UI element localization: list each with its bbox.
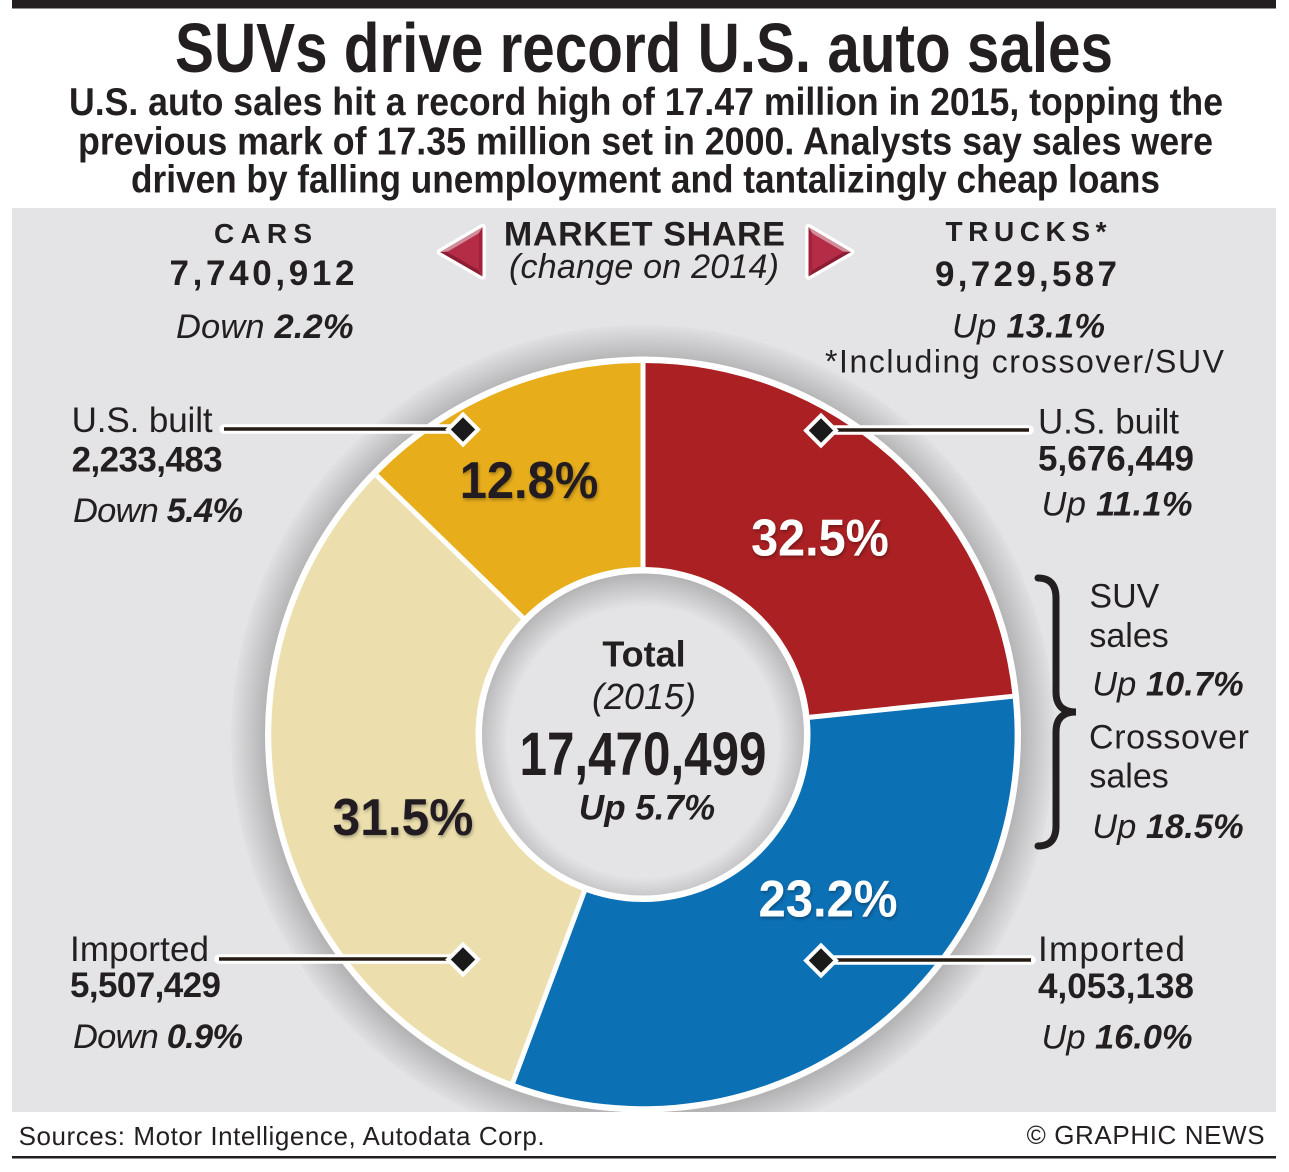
svg-text:2,233,483: 2,233,483 (72, 440, 223, 479)
svg-text:U.S. built: U.S. built (1038, 403, 1179, 442)
svg-text:5,676,449: 5,676,449 (1038, 440, 1194, 479)
svg-text:TRUCKS*: TRUCKS* (946, 216, 1107, 247)
svg-text:Total: Total (602, 634, 685, 675)
svg-text:7,740,912: 7,740,912 (170, 254, 355, 293)
svg-text:Imported: Imported (70, 930, 209, 969)
svg-text:Up 10.7%: Up 10.7% (1092, 666, 1244, 704)
svg-text:32.5%: 32.5% (751, 510, 889, 568)
svg-text:driven by falling unemployment: driven by falling unemployment and tanta… (131, 159, 1160, 202)
svg-text:23.2%: 23.2% (759, 871, 898, 929)
svg-text:9,729,587: 9,729,587 (935, 255, 1117, 294)
svg-text:SUVs drive record U.S. auto sa: SUVs drive record U.S. auto sales (175, 9, 1113, 87)
svg-text:(2015): (2015) (592, 676, 696, 717)
svg-text:sales: sales (1089, 617, 1168, 655)
svg-text:SUV: SUV (1089, 578, 1159, 616)
svg-text:*Including crossover/SUV: *Including crossover/SUV (825, 343, 1225, 379)
svg-text:© GRAPHIC NEWS: © GRAPHIC NEWS (1027, 1120, 1265, 1150)
svg-text:Up 11.1%: Up 11.1% (1042, 486, 1193, 524)
svg-text:Imported: Imported (1038, 930, 1185, 969)
svg-text:Down 0.9%: Down 0.9% (73, 1018, 243, 1056)
svg-text:Up 18.5%: Up 18.5% (1092, 808, 1244, 846)
svg-text:MARKET SHARE: MARKET SHARE (504, 215, 785, 253)
svg-text:Down 5.4%: Down 5.4% (73, 492, 243, 530)
svg-text:sales: sales (1089, 758, 1168, 796)
svg-text:12.8%: 12.8% (460, 452, 599, 510)
svg-text:5,507,429: 5,507,429 (70, 966, 221, 1005)
svg-text:U.S. built: U.S. built (72, 401, 213, 440)
svg-text:Down 2.2%: Down 2.2% (176, 308, 354, 346)
svg-text:Up 5.7%: Up 5.7% (579, 789, 715, 828)
svg-text:17,470,499: 17,470,499 (520, 720, 767, 788)
svg-text:(change on 2014): (change on 2014) (509, 248, 779, 286)
svg-text:Up 13.1%: Up 13.1% (952, 308, 1105, 346)
svg-text:U.S. auto sales hit a record h: U.S. auto sales hit a record high of 17.… (69, 81, 1223, 124)
svg-text:31.5%: 31.5% (333, 789, 474, 847)
svg-text:4,053,138: 4,053,138 (1038, 967, 1194, 1006)
svg-text:Up 16.0%: Up 16.0% (1042, 1019, 1193, 1057)
svg-text:Crossover: Crossover (1089, 719, 1249, 757)
svg-text:previous mark of 17.35 million: previous mark of 17.35 million set in 20… (78, 121, 1213, 164)
svg-text:Sources: Motor Intelligence, A: Sources: Motor Intelligence, Autodata Co… (19, 1121, 545, 1151)
